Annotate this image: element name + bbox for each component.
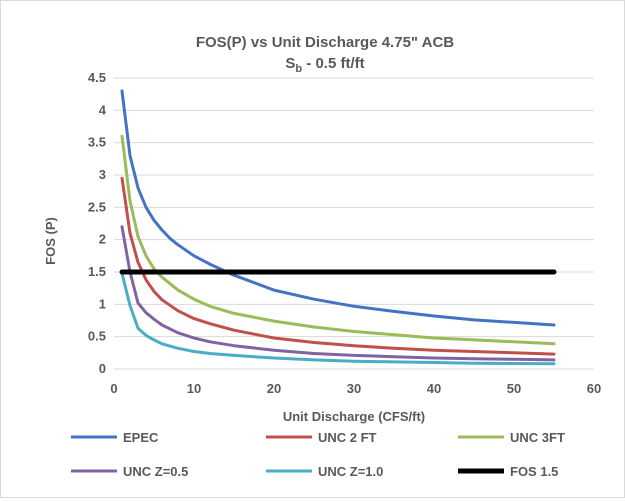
series-line xyxy=(120,225,556,362)
y-axis-label: FOS (P) xyxy=(43,217,58,265)
y-tick-label: 3 xyxy=(99,167,106,182)
y-tick-label: 0.5 xyxy=(88,329,106,344)
x-tick-label: 0 xyxy=(110,381,117,396)
x-tick-labels: 0 10 20 30 40 50 60 xyxy=(110,381,601,396)
series-line xyxy=(120,89,556,327)
y-tick-label: 4.5 xyxy=(88,70,106,85)
x-axis-label: Unit Discharge (CFS/ft) xyxy=(283,409,425,424)
legend: EPEC UNC 2 FT UNC 3FT UNC Z=0.5 UNC Z=1.0 FOS… xyxy=(71,430,565,479)
subtitle-main: S xyxy=(285,55,295,72)
gridlines xyxy=(114,77,594,370)
x-tick-label: 10 xyxy=(187,381,201,396)
subtitle-sub: b xyxy=(295,63,302,75)
y-tick-label: 1.5 xyxy=(88,264,106,279)
legend-label: UNC 3FT xyxy=(510,430,565,445)
y-tick-label: 2 xyxy=(99,232,106,247)
x-tick-label: 20 xyxy=(267,381,281,396)
legend-label: UNC Z=1.0 xyxy=(318,464,383,479)
series-line xyxy=(120,271,556,366)
x-tick-label: 30 xyxy=(347,381,361,396)
series-lines xyxy=(119,89,557,366)
legend-label: EPEC xyxy=(123,430,159,445)
legend-label: UNC 2 FT xyxy=(318,430,377,445)
series-line xyxy=(120,134,556,346)
y-tick-label: 0 xyxy=(99,361,106,376)
y-tick-label: 4 xyxy=(99,102,107,117)
x-tick-label: 40 xyxy=(427,381,441,396)
y-tick-label: 2.5 xyxy=(88,199,106,214)
legend-label: UNC Z=0.5 xyxy=(123,464,188,479)
y-tick-labels: 0 0.5 1 1.5 2 2.5 3 3.5 4 4.5 xyxy=(88,70,107,376)
x-tick-label: 60 xyxy=(587,381,601,396)
y-tick-label: 3.5 xyxy=(88,135,106,150)
chart-title: FOS(P) vs Unit Discharge 4.75" ACB xyxy=(196,34,454,51)
x-tick-label: 50 xyxy=(507,381,521,396)
subtitle-rest: - 0.5 ft/ft xyxy=(302,55,365,72)
legend-label: FOS 1.5 xyxy=(510,464,558,479)
series-line xyxy=(120,176,556,356)
y-tick-label: 1 xyxy=(99,296,106,311)
chart-subtitle: Sb - 0.5 ft/ft xyxy=(285,55,364,75)
